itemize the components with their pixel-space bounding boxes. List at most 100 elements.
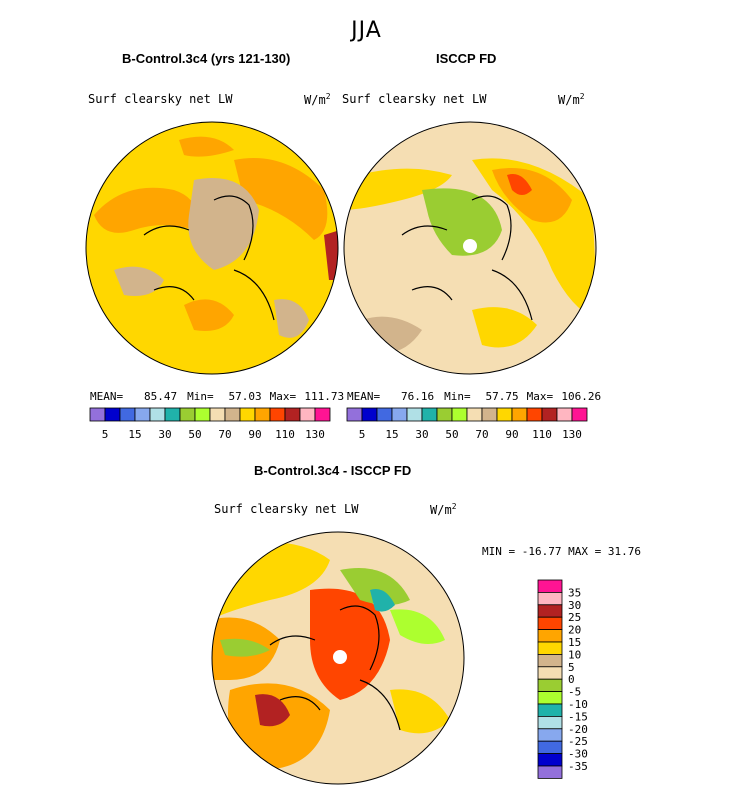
difference-colorbar-swatch bbox=[537, 654, 563, 668]
map2-boundary bbox=[343, 121, 597, 375]
difference-colorbar-swatch bbox=[537, 616, 563, 631]
difference-colorbar-tick-label: 30 bbox=[568, 599, 581, 612]
panel1-colorbar-tick-label: 70 bbox=[218, 428, 231, 441]
panel2-colorbar-tick-label: 70 bbox=[475, 428, 488, 441]
panel2-colorbar-swatch bbox=[361, 407, 378, 422]
panel1-colorbar-tick-label: 110 bbox=[275, 428, 295, 441]
map1-orange-region bbox=[94, 187, 197, 233]
difference-colorbar-swatch bbox=[537, 591, 563, 606]
panel1-title: B-Control.3c4 (yrs 121-130) bbox=[122, 51, 291, 66]
panel2-colorbar-tick-label: 5 bbox=[359, 428, 366, 441]
map2-green-region bbox=[422, 188, 502, 256]
panel1-colorbar-tick-label: 50 bbox=[188, 428, 201, 441]
panel3-polar-map bbox=[211, 531, 465, 785]
map3-pole-mask bbox=[333, 650, 347, 664]
map1-coastline bbox=[143, 195, 275, 321]
panel2-colorbar-swatch bbox=[436, 407, 453, 422]
panel1-colorbar-tick-label: 15 bbox=[128, 428, 141, 441]
panel2-units: W/m2 bbox=[558, 92, 585, 107]
panel1-colorbar-swatch bbox=[314, 407, 331, 422]
difference-colorbar-tick-label: 10 bbox=[568, 648, 581, 661]
panel1-colorbar-swatch bbox=[254, 407, 271, 422]
panel1-units: W/m2 bbox=[304, 92, 331, 107]
map3-yellow-region bbox=[390, 689, 450, 734]
difference-colorbar-tick-label: -20 bbox=[568, 723, 588, 736]
panel1-colorbar-swatch bbox=[284, 407, 301, 422]
difference-colorbar-tick-label: -35 bbox=[568, 760, 588, 773]
difference-colorbar-swatch bbox=[537, 728, 563, 742]
difference-colorbar-tick-label: -10 bbox=[568, 698, 588, 711]
difference-colorbar-swatch bbox=[537, 678, 563, 692]
difference-colorbar-swatch bbox=[537, 715, 563, 730]
panel2-colorbar-swatch bbox=[421, 407, 438, 422]
panel1-colorbar-tick-label: 5 bbox=[102, 428, 109, 441]
difference-colorbar-tick-label: 0 bbox=[568, 673, 575, 686]
difference-colorbar-tick-label: 25 bbox=[568, 611, 581, 624]
panel3-title: B-Control.3c4 - ISCCP FD bbox=[254, 463, 412, 478]
difference-colorbar-tick-label: 35 bbox=[568, 586, 581, 599]
panel1-colorbar-swatch bbox=[149, 407, 166, 422]
panel1-colorbar-swatch bbox=[239, 407, 256, 422]
difference-colorbar-swatch bbox=[537, 641, 563, 655]
panel2-colorbar-tick-label: 130 bbox=[562, 428, 582, 441]
panel2-title: ISCCP FD bbox=[436, 51, 497, 66]
difference-colorbar-swatch bbox=[537, 629, 563, 643]
figure-title: JJA bbox=[351, 18, 382, 43]
map1-tan-region bbox=[188, 178, 259, 270]
panel1-colorbar-tick-label: 30 bbox=[158, 428, 171, 441]
panel2-colorbar-swatch bbox=[511, 407, 528, 422]
map2-yellow-region bbox=[472, 307, 537, 348]
difference-colorbar-tick-label: -25 bbox=[568, 735, 588, 748]
difference-colorbar-swatch bbox=[537, 579, 563, 593]
difference-colorbar-tick-label: -5 bbox=[568, 686, 581, 699]
map1-tan-region bbox=[274, 299, 309, 338]
panel1-colorbar-swatch bbox=[269, 407, 286, 422]
map2-yellow-region bbox=[344, 168, 452, 210]
panel2-colorbar-tick-label: 15 bbox=[385, 428, 398, 441]
difference-colorbar-swatch bbox=[537, 765, 563, 779]
panel2-variable-label: Surf clearsky net LW bbox=[342, 92, 487, 106]
map1-boundary bbox=[85, 121, 339, 375]
panel3-units: W/m2 bbox=[430, 502, 457, 517]
map3-darkred-region bbox=[255, 694, 290, 727]
difference-colorbar-swatch bbox=[537, 740, 563, 754]
panel1-colorbar-swatch bbox=[164, 407, 181, 422]
panel2-colorbar: 5 15 30 50 70 90 110 130 bbox=[346, 407, 588, 441]
map1-orange-region bbox=[179, 136, 234, 157]
difference-colorbar-swatch bbox=[537, 604, 563, 618]
panel1-colorbar-swatch bbox=[179, 407, 196, 422]
panel2-colorbar-swatch bbox=[541, 407, 558, 422]
map3-boundary bbox=[211, 531, 465, 785]
panel2-colorbar-swatch bbox=[376, 407, 393, 422]
panel2-colorbar-swatch bbox=[571, 407, 588, 422]
map1-orange-region bbox=[184, 299, 234, 331]
map3-red-region bbox=[310, 588, 390, 700]
panel1-colorbar-swatch bbox=[194, 407, 211, 422]
difference-colorbar-tick-label: 15 bbox=[568, 636, 581, 649]
map3-green-region bbox=[220, 638, 270, 657]
map1-orange-region bbox=[234, 158, 328, 240]
panel1-colorbar-swatch bbox=[299, 407, 316, 422]
panel2-colorbar-swatch bbox=[496, 407, 513, 422]
map1-tan-region bbox=[114, 266, 164, 296]
panel1-colorbar-swatch bbox=[89, 407, 106, 422]
panel1-colorbar: 5 15 30 50 70 90 110 130 bbox=[89, 407, 331, 441]
panel2-colorbar-swatch bbox=[481, 407, 498, 422]
difference-colorbar-swatch bbox=[537, 691, 563, 705]
panel1-colorbar-swatch bbox=[224, 407, 241, 422]
panel2-colorbar-swatch bbox=[391, 407, 408, 422]
panel2-polar-map bbox=[343, 121, 597, 375]
panel1-colorbar-swatch bbox=[104, 407, 121, 422]
panel2-colorbar-swatch bbox=[556, 407, 573, 422]
difference-colorbar-swatch bbox=[537, 703, 563, 717]
panel2-colorbar-swatch bbox=[406, 407, 423, 422]
panel1-colorbar-swatch bbox=[119, 407, 136, 422]
panel1-colorbar-swatch bbox=[209, 407, 226, 422]
map3-orange-region bbox=[228, 683, 330, 770]
panel1-colorbar-tick-label: 130 bbox=[305, 428, 325, 441]
map2-red-region bbox=[507, 174, 532, 195]
panel1-colorbar-tick-label: 90 bbox=[248, 428, 261, 441]
panel1-polar-map bbox=[85, 121, 339, 375]
difference-colorbar-tick-label: -15 bbox=[568, 710, 588, 723]
